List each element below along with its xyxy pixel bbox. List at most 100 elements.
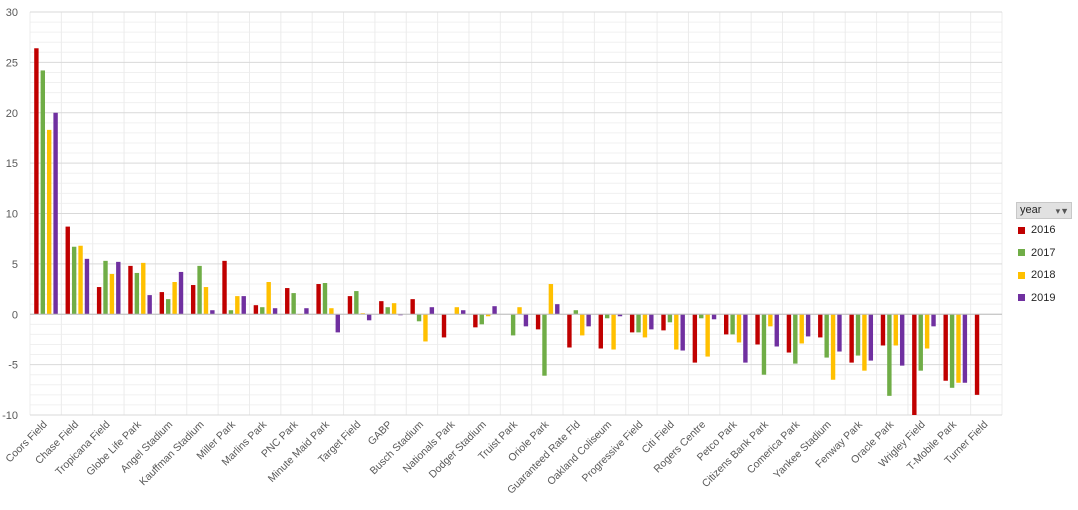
bar-2019-21 (680, 314, 685, 351)
bar-2018-27 (862, 314, 867, 371)
bar-2019-16 (523, 314, 529, 327)
bar-2018-22 (705, 314, 710, 357)
y-tick-label: -5 (8, 360, 18, 372)
bar-2017-3 (103, 260, 108, 315)
bar-2017-8 (260, 307, 265, 315)
bar-2019-13 (429, 307, 435, 315)
bar-2019-11 (366, 314, 372, 321)
bar-2018-5 (172, 282, 177, 315)
bar-2016-13 (410, 299, 415, 315)
bar-2019-4 (147, 295, 152, 315)
bar-2017-24 (761, 314, 767, 375)
bar-2019-29 (931, 314, 936, 327)
bar-2018-13 (423, 314, 428, 342)
bar-2016-28 (880, 314, 886, 346)
bar-2018-12 (391, 303, 397, 315)
bar-2016-4 (128, 265, 133, 315)
bar-2019-30 (962, 314, 968, 383)
bar-2019-9 (304, 308, 309, 315)
bar-2019-5 (178, 271, 184, 315)
legend-item-2018[interactable]: 2018 (1016, 264, 1072, 287)
bar-2016-29 (912, 314, 917, 415)
bar-2018-17 (548, 284, 554, 315)
bar-2019-23 (743, 314, 748, 363)
bar-2017-16 (510, 314, 516, 336)
bar-2017-28 (887, 314, 892, 396)
y-tick-label: -10 (2, 410, 18, 422)
bar-2017-5 (166, 299, 171, 315)
bar-2019-7 (241, 296, 246, 315)
bar-2017-20 (636, 314, 641, 333)
legend-swatch (1018, 294, 1025, 302)
legend-item-2019[interactable]: 2019 (1016, 287, 1072, 310)
bar-2017-9 (291, 293, 296, 315)
legend-header[interactable]: year ▾▼ (1016, 202, 1072, 219)
bar-2016-27 (849, 314, 854, 363)
bar-2016-18 (567, 314, 572, 348)
legend-items: 2016 2017 2018 2019 (1016, 219, 1072, 309)
bar-2018-20 (642, 314, 648, 338)
bar-2019-26 (837, 314, 842, 352)
bar-2016-23 (724, 314, 729, 335)
bar-2017-25 (793, 314, 798, 364)
bar-2016-7 (222, 260, 227, 315)
minor-gridlines (29, 12, 1003, 415)
bar-2018-29 (924, 314, 930, 349)
bar-2018-3 (109, 273, 115, 315)
bar-2017-27 (855, 314, 861, 356)
bar-2017-4 (134, 272, 140, 315)
bar-2019-8 (272, 308, 278, 315)
bar-2017-7 (228, 310, 234, 315)
bar-2019-17 (555, 304, 560, 315)
filter-dropdown-icon[interactable]: ▾▼ (1055, 206, 1069, 216)
legend-label: 2016 (1031, 224, 1056, 237)
legend-item-2016[interactable]: 2016 (1016, 219, 1072, 242)
legend-title: year (1020, 204, 1042, 216)
bar-2018-11 (360, 313, 365, 315)
bars (34, 48, 980, 415)
bar-2016-17 (535, 314, 541, 330)
bar-2016-19 (598, 314, 603, 349)
bar-2018-25 (799, 314, 804, 344)
bar-2019-22 (711, 314, 717, 320)
x-tick-label: Globe Life Park (84, 418, 144, 478)
major-gridlines (30, 11, 1002, 416)
bar-2017-2 (71, 246, 77, 315)
y-tick-label: 20 (6, 108, 18, 120)
bar-2016-11 (347, 296, 353, 315)
y-tick-label: 30 (6, 7, 18, 19)
bar-2016-30 (943, 314, 948, 381)
bar-2017-6 (197, 265, 202, 315)
legend-item-2017[interactable]: 2017 (1016, 242, 1072, 265)
bar-2016-14 (441, 314, 447, 338)
bar-2017-30 (949, 314, 955, 388)
bar-2019-1 (53, 112, 58, 315)
bar-2018-19 (611, 314, 616, 350)
bar-2019-2 (84, 258, 90, 315)
bar-2018-15 (485, 314, 491, 317)
y-tick-label: 15 (6, 158, 18, 170)
bar-2018-7 (235, 296, 240, 315)
bar-2018-4 (141, 262, 146, 315)
bar-2016-8 (253, 305, 259, 315)
bar-2018-8 (266, 282, 271, 315)
bar-2019-20 (649, 314, 654, 330)
legend-label: 2018 (1031, 269, 1056, 282)
bar-2019-19 (617, 314, 623, 317)
bar-2017-10 (322, 283, 328, 315)
bar-2019-24 (774, 314, 779, 347)
x-tick-label: Tropicana Field (53, 419, 112, 478)
x-tick-label: GABP (366, 419, 395, 448)
bar-2019-3 (116, 261, 121, 315)
bar-2016-9 (285, 288, 290, 315)
legend-swatch (1018, 271, 1025, 279)
bar-2016-6 (190, 285, 196, 315)
legend-swatch (1018, 226, 1025, 234)
y-axis-ticks: -10 -5 0 5 10 15 20 25 30 (2, 7, 18, 422)
bar-2018-23 (736, 314, 742, 343)
bar-2016-5 (159, 292, 165, 315)
bar-2017-23 (730, 314, 735, 335)
bar-2016-22 (692, 314, 698, 363)
